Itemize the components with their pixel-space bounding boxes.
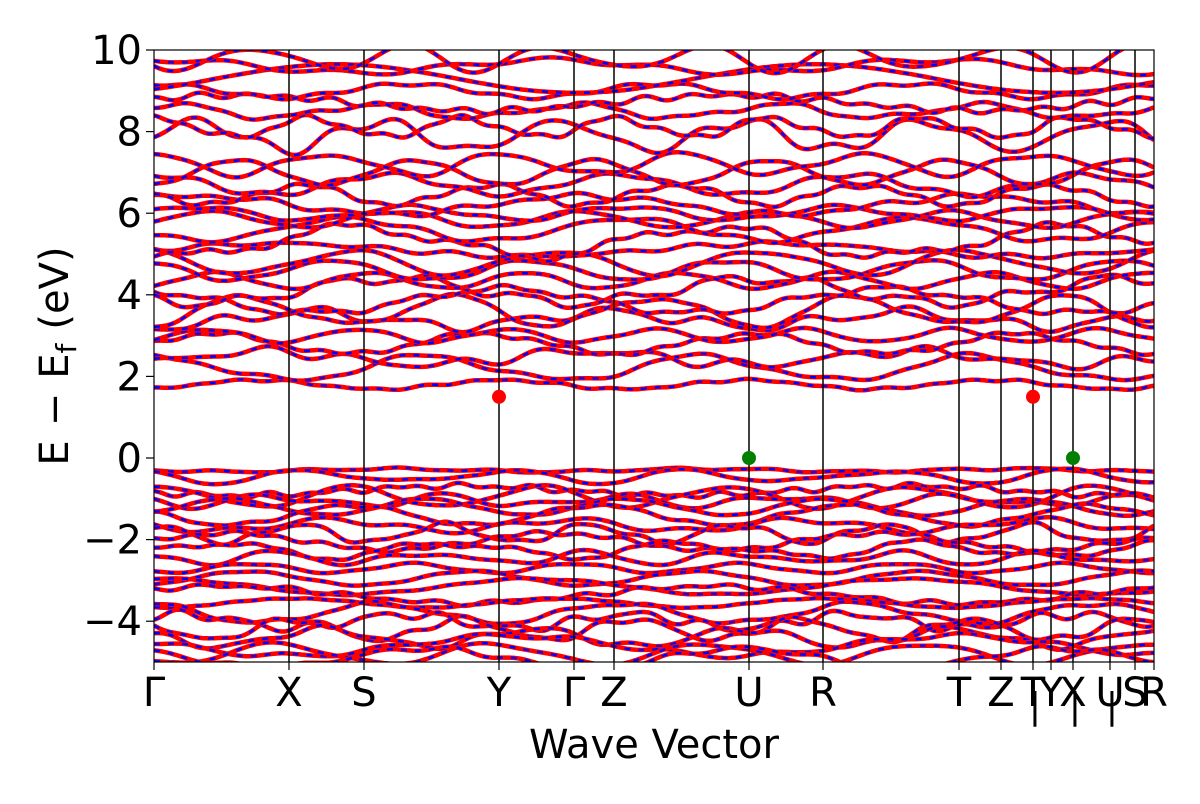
x-tick-label: Γ <box>143 670 166 716</box>
cbm-marker <box>492 389 506 404</box>
x-tick-bar-mark: | <box>1106 686 1118 727</box>
plot-frame <box>153 49 1155 663</box>
band-spin-down <box>154 599 1154 626</box>
svg-text:E−Ef(eV): E − Ef (eV) <box>32 246 83 465</box>
band-spin-down <box>154 259 1154 283</box>
band-spin-down <box>154 203 1154 223</box>
y-tick-label: −4 <box>83 599 142 645</box>
y-tick-label: 6 <box>117 191 142 237</box>
band-spin-down <box>154 100 1154 121</box>
band-spin-down <box>154 520 1154 546</box>
x-tick-label: Z <box>987 670 1014 716</box>
band-spin-down <box>154 497 1154 518</box>
x-tick-bar-mark: | <box>1029 686 1041 727</box>
band-spin-down <box>154 345 1154 371</box>
band-spin-down <box>154 502 1154 528</box>
y-tick-label: 8 <box>117 110 142 156</box>
y-label-ef-sub: f <box>50 342 83 353</box>
band-spin-up <box>154 61 1154 96</box>
band-spin-down <box>154 614 1154 644</box>
band-spin-down <box>154 608 1154 633</box>
x-tick-label: S <box>351 670 376 716</box>
band-spin-down <box>154 50 1124 75</box>
band-spin-down <box>154 283 1154 316</box>
band-spin-down <box>154 351 1154 382</box>
y-label-minus: − <box>32 393 78 427</box>
band-spin-down <box>154 91 1154 116</box>
y-tick-label: 2 <box>117 354 142 400</box>
x-tick-label: Y <box>1038 670 1064 716</box>
band-spin-down <box>154 326 1154 345</box>
x-tick-label: Y <box>486 670 512 716</box>
band-spin-down <box>154 644 1154 662</box>
vbm-marker <box>1066 451 1080 465</box>
extrema-markers <box>492 389 1080 465</box>
x-tick-label: R <box>809 670 837 716</box>
x-tick-label: R <box>1140 670 1168 716</box>
band-spin-down <box>154 569 1154 587</box>
x-tick-label: Γ <box>563 670 586 716</box>
x-tick-label: Z <box>600 670 627 716</box>
band-spin-up <box>154 480 1154 501</box>
x-tick-bar-mark: | <box>1069 686 1081 727</box>
x-tick-label: S <box>1122 670 1147 716</box>
y-label-e: E <box>32 440 78 465</box>
x-tick-label: X <box>1059 670 1086 716</box>
band-spin-down <box>154 561 1154 575</box>
cbm-marker <box>1026 389 1040 404</box>
y-axis-ticks: −4 −2 0 2 4 6 8 10 <box>83 28 154 645</box>
band-spin-up <box>154 150 1154 180</box>
band-spin-down <box>154 631 1154 660</box>
band-spin-down <box>154 331 1154 357</box>
y-tick-label: −2 <box>83 518 142 564</box>
x-tick-label: U <box>1095 670 1124 716</box>
band-spin-down <box>154 273 1154 310</box>
band-spin-down <box>154 583 1154 608</box>
y-tick-label: 4 <box>117 273 142 319</box>
band-spin-up <box>154 376 1154 393</box>
y-tick-label: 0 <box>117 436 142 482</box>
band-spin-down <box>154 270 1154 291</box>
band-spin-down <box>154 247 1154 278</box>
band-spin-down <box>154 641 1154 662</box>
k-point-lines <box>288 50 1136 662</box>
band-spin-down <box>154 208 1154 230</box>
band-spin-down <box>154 529 1154 554</box>
x-tick-label: T <box>946 670 972 716</box>
band-spin-down <box>154 151 1154 179</box>
band-spin-up <box>154 112 1154 141</box>
band-spin-up <box>154 239 1154 261</box>
band-spin-down <box>154 467 1154 486</box>
band-spin-down <box>154 215 1154 245</box>
band-spin-down <box>154 157 1154 187</box>
x-axis-ticks: Γ X S Y Γ Z U R T Z TYX USR| | | <box>143 662 1168 727</box>
band-spin-down <box>154 491 1154 511</box>
x-axis-label: Wave Vector <box>529 722 780 768</box>
band-spin-up <box>154 291 1154 331</box>
y-label-ef: E <box>32 353 78 378</box>
x-tick-label: T <box>1020 670 1046 716</box>
x-tick-label: U <box>734 670 763 716</box>
y-tick-label: 10 <box>91 28 142 74</box>
y-axis-label: E − Ef (eV) <box>32 246 83 465</box>
band-spin-down <box>154 548 1154 567</box>
x-tick-label: X <box>275 670 302 716</box>
band-spin-down <box>154 191 1154 218</box>
bands-layer <box>154 50 1154 662</box>
band-spin-down <box>154 116 1154 157</box>
band-spin-up <box>154 50 1126 76</box>
band-spin-down <box>154 516 1154 535</box>
y-label-unit: (eV) <box>32 246 78 329</box>
vbm-marker <box>742 451 756 465</box>
